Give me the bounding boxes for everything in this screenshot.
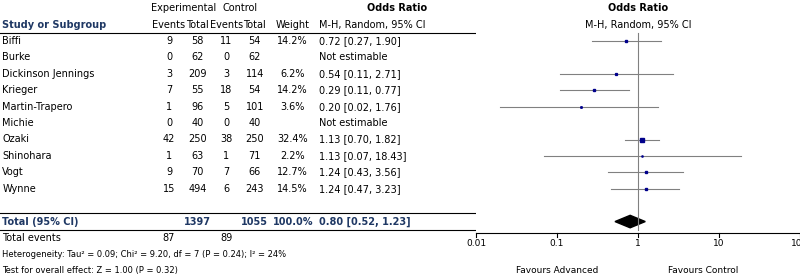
Text: M-H, Random, 95% CI: M-H, Random, 95% CI — [585, 20, 691, 30]
Text: 3: 3 — [166, 69, 172, 79]
Text: 1.24 [0.47, 3.23]: 1.24 [0.47, 3.23] — [319, 184, 401, 194]
Text: Weight: Weight — [276, 20, 310, 30]
Text: Biffi: Biffi — [2, 36, 22, 46]
Text: 9: 9 — [166, 36, 172, 46]
Text: Dickinson Jennings: Dickinson Jennings — [2, 69, 94, 79]
Text: 1.13 [0.70, 1.82]: 1.13 [0.70, 1.82] — [319, 134, 401, 145]
Text: 494: 494 — [188, 184, 206, 194]
Text: 0: 0 — [166, 52, 172, 62]
Text: Total events: Total events — [2, 233, 62, 243]
Text: 0.80 [0.52, 1.23]: 0.80 [0.52, 1.23] — [319, 217, 410, 227]
Text: Total: Total — [243, 20, 266, 30]
Text: 250: 250 — [188, 134, 207, 145]
Text: 18: 18 — [220, 85, 232, 95]
Text: Burke: Burke — [2, 52, 30, 62]
Text: 0.01: 0.01 — [466, 239, 486, 248]
Text: 66: 66 — [249, 167, 261, 177]
Text: 2.2%: 2.2% — [281, 151, 305, 161]
Text: 6.2%: 6.2% — [281, 69, 305, 79]
Text: 1397: 1397 — [184, 217, 211, 227]
Text: 12.7%: 12.7% — [278, 167, 308, 177]
Text: Martin-Trapero: Martin-Trapero — [2, 102, 73, 112]
Text: Michie: Michie — [2, 118, 34, 128]
Text: 96: 96 — [191, 102, 204, 112]
Text: 3.6%: 3.6% — [281, 102, 305, 112]
Text: 62: 62 — [191, 52, 204, 62]
Text: 15: 15 — [162, 184, 175, 194]
Text: 40: 40 — [191, 118, 204, 128]
Text: 100: 100 — [791, 239, 800, 248]
Text: 42: 42 — [162, 134, 175, 145]
Text: 1.24 [0.43, 3.56]: 1.24 [0.43, 3.56] — [319, 167, 401, 177]
Text: 243: 243 — [246, 184, 264, 194]
Text: 70: 70 — [191, 167, 204, 177]
Text: Events: Events — [210, 20, 242, 30]
Text: 14.2%: 14.2% — [278, 85, 308, 95]
Text: 10: 10 — [714, 239, 725, 248]
Text: 6: 6 — [223, 184, 229, 194]
Text: 1: 1 — [223, 151, 229, 161]
Text: Shinohara: Shinohara — [2, 151, 52, 161]
Text: 89: 89 — [220, 233, 232, 243]
Text: Odds Ratio: Odds Ratio — [367, 3, 427, 13]
Text: 0.29 [0.11, 0.77]: 0.29 [0.11, 0.77] — [319, 85, 401, 95]
Text: 32.4%: 32.4% — [278, 134, 308, 145]
Text: 54: 54 — [249, 36, 261, 46]
Text: 11: 11 — [220, 36, 232, 46]
Text: 0: 0 — [223, 52, 229, 62]
Text: 5: 5 — [223, 102, 230, 112]
Text: 14.2%: 14.2% — [278, 36, 308, 46]
Text: 7: 7 — [166, 85, 172, 95]
Text: 63: 63 — [191, 151, 204, 161]
Text: 0: 0 — [223, 118, 229, 128]
Text: Ozaki: Ozaki — [2, 134, 30, 145]
Text: Favours Advanced: Favours Advanced — [516, 266, 598, 275]
Text: Test for overall effect: Z = 1.00 (P = 0.32): Test for overall effect: Z = 1.00 (P = 0… — [2, 266, 178, 275]
Text: 209: 209 — [188, 69, 206, 79]
Text: 55: 55 — [191, 85, 204, 95]
Text: Total (95% CI): Total (95% CI) — [2, 217, 79, 227]
Text: Total: Total — [186, 20, 209, 30]
Text: Study or Subgroup: Study or Subgroup — [2, 20, 106, 30]
Text: 1: 1 — [166, 102, 172, 112]
Text: 0.54 [0.11, 2.71]: 0.54 [0.11, 2.71] — [319, 69, 401, 79]
Text: 14.5%: 14.5% — [278, 184, 308, 194]
Text: 250: 250 — [246, 134, 264, 145]
Text: 0.1: 0.1 — [550, 239, 564, 248]
Text: Favours Control: Favours Control — [668, 266, 738, 275]
Text: Not estimable: Not estimable — [319, 118, 387, 128]
Text: 7: 7 — [223, 167, 230, 177]
Text: 1: 1 — [166, 151, 172, 161]
Text: Events: Events — [153, 20, 186, 30]
Text: 101: 101 — [246, 102, 264, 112]
Text: Krieger: Krieger — [2, 85, 38, 95]
Text: Odds Ratio: Odds Ratio — [608, 3, 668, 13]
Text: 71: 71 — [249, 151, 261, 161]
Text: 114: 114 — [246, 69, 264, 79]
Text: 62: 62 — [249, 52, 261, 62]
Text: 1: 1 — [635, 239, 641, 248]
Text: 0.20 [0.02, 1.76]: 0.20 [0.02, 1.76] — [319, 102, 401, 112]
Text: 1055: 1055 — [241, 217, 268, 227]
Text: 87: 87 — [162, 233, 175, 243]
Text: 9: 9 — [166, 167, 172, 177]
Text: Control: Control — [223, 3, 258, 13]
Text: 100.0%: 100.0% — [273, 217, 313, 227]
Text: 58: 58 — [191, 36, 204, 46]
Text: 40: 40 — [249, 118, 261, 128]
Text: 54: 54 — [249, 85, 261, 95]
Text: Wynne: Wynne — [2, 184, 36, 194]
Polygon shape — [615, 215, 646, 228]
Text: Vogt: Vogt — [2, 167, 24, 177]
Text: 0.72 [0.27, 1.90]: 0.72 [0.27, 1.90] — [319, 36, 401, 46]
Text: Heterogeneity: Tau² = 0.09; Chi² = 9.20, df = 7 (P = 0.24); I² = 24%: Heterogeneity: Tau² = 0.09; Chi² = 9.20,… — [2, 250, 286, 259]
Text: Experimental: Experimental — [150, 3, 216, 13]
Text: 1.13 [0.07, 18.43]: 1.13 [0.07, 18.43] — [319, 151, 406, 161]
Text: 3: 3 — [223, 69, 229, 79]
Text: 38: 38 — [220, 134, 232, 145]
Text: M-H, Random, 95% CI: M-H, Random, 95% CI — [319, 20, 426, 30]
Text: 0: 0 — [166, 118, 172, 128]
Text: Not estimable: Not estimable — [319, 52, 387, 62]
